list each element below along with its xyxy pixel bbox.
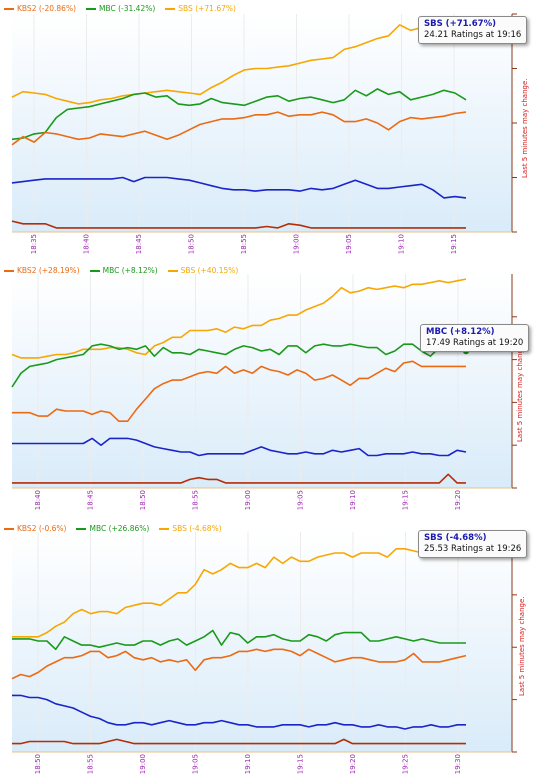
legend-label: MBC (+26.86%) [89,524,150,533]
series-line-sbs [11,24,467,105]
legend-item[interactable]: SBS (+40.15%) [167,266,239,275]
legend-label: KBS2 (-0.6%) [17,524,67,533]
legend-item[interactable]: MBC (+8.12%) [89,266,158,275]
series-line-sbs [12,541,467,638]
x-tick-label: 19:15 [297,754,305,774]
legend-label: MBC (+8.12%) [102,266,158,275]
legend-item[interactable]: SBS (-4.68%) [159,524,222,533]
legend-swatch [4,7,14,10]
x-tick-label: 18:55 [87,754,95,774]
x-tick-label: 19:15 [402,490,410,510]
last-minutes-note: Last 5 minutes may change. [516,342,524,442]
x-tick-label: 19:05 [297,490,305,510]
series-line-channel-5 [12,738,466,745]
legend-item[interactable]: KBS2 (+28.19%) [4,266,80,275]
series-line-channel-4 [12,694,466,730]
chart-legend: KBS2 (-20.86%) MBC (-31.42%) SBS (+71.67%) [4,4,236,13]
x-tick-label: 18:50 [188,234,196,254]
legend-swatch [4,527,14,530]
x-tick-label: 18:45 [87,490,95,510]
legend-item[interactable]: SBS (+71.67%) [165,4,236,13]
tooltip-title: SBS (-4.68%) [424,533,487,543]
legend-label: SBS (+40.15%) [180,266,239,275]
series-line-mbc [12,629,466,651]
legend-item[interactable]: MBC (+26.86%) [76,524,149,533]
chart-panel-3: 18:50 18:55 19:00 19:05 19:10 19:15 19:20 19:25… [0,520,540,782]
x-tick-label: 18:50 [34,754,42,774]
legend-swatch [167,269,178,272]
x-tick-label: 19:20 [454,490,462,510]
chart-legend: KBS2 (-0.6%) MBC (+26.86%) SBS (-4.68%) [4,524,222,533]
tooltip-text: 25.53 Ratings at 19:26 [424,544,522,554]
x-tick-label: 19:05 [192,754,200,774]
x-tick-label: 18:55 [240,234,248,254]
series-line-channel-4 [12,437,467,457]
series-line-channel-5 [12,473,466,484]
x-tick-label: 18:40 [83,234,91,254]
tooltip-box: SBS (+71.67%) 24.21 Ratings at 19:16 [418,16,528,44]
tooltip-text: 24.21 Ratings at 19:16 [424,30,522,40]
series-line-channel-4 [11,176,467,199]
legend-label: KBS2 (+28.19%) [17,266,80,275]
x-tick-label: 19:05 [345,234,353,254]
chart-svg: 18:35 18:40 18:45 18:50 18:55 19:00 19:05 19:10… [11,13,517,254]
legend-swatch [89,269,100,272]
series-line-channel-5 [11,220,466,229]
legend-swatch [86,7,97,10]
tooltip-title: SBS (+71.67%) [424,19,496,29]
x-tick-label: 18:50 [139,490,147,510]
chart-panel-1: 18:35 18:40 18:45 18:50 18:55 19:00 19:05 19:10… [0,0,540,258]
chart-svg: 18:40 18:45 18:50 18:55 19:00 19:05 19:10 19:15… [11,274,517,510]
x-tick-label: 19:30 [454,754,462,774]
chart-panel-2: 18:40 18:45 18:50 18:55 19:00 19:05 19:10 19:15… [0,262,540,524]
legend-item[interactable]: MBC (-31.42%) [86,4,155,13]
x-tick-label: 18:55 [192,490,200,510]
last-minutes-note: Last 5 minutes may change. [521,78,529,178]
plot-background [12,532,512,752]
series-line-kbs2 [12,360,466,422]
plot-background [12,14,512,232]
x-tick-label: 19:20 [349,754,357,774]
x-tick-label: 19:10 [349,490,357,510]
tooltip-box: MBC (+8.12%) 17.49 Ratings at 19:20 [420,324,530,352]
legend-label: KBS2 (-20.86%) [17,4,77,13]
chart-svg: 18:50 18:55 19:00 19:05 19:10 19:15 19:20 19:25… [11,532,517,774]
legend-label: SBS (+71.67%) [178,4,236,13]
legend-swatch [165,7,176,10]
last-minutes-note: Last 5 minutes may change. [518,596,526,696]
x-tick-label: 19:10 [398,234,406,254]
series-line-mbc [11,343,467,388]
x-tick-label: 19:00 [293,234,301,254]
x-tick-label: 19:10 [244,754,252,774]
legend-swatch [4,269,14,272]
x-tick-label: 19:25 [402,754,410,774]
series-line-kbs2 [11,111,467,146]
tooltip-text: 17.49 Ratings at 19:20 [426,338,524,348]
series-line-kbs2 [11,648,467,680]
chart-legend: KBS2 (+28.19%) MBC (+8.12%) SBS (+40.15%) [4,266,238,275]
legend-label: SBS (-4.68%) [172,524,222,533]
x-tick-label: 19:00 [244,490,252,510]
legend-item[interactable]: KBS2 (-20.86%) [4,4,76,13]
legend-swatch [76,527,87,530]
x-tick-label: 19:00 [139,754,147,774]
legend-label: MBC (-31.42%) [99,4,156,13]
x-tick-label: 18:45 [135,234,143,254]
x-tick-label: 18:35 [30,234,38,254]
x-tick-label: 19:15 [450,234,458,254]
legend-swatch [159,527,170,530]
x-tick-label: 18:40 [34,490,42,510]
legend-item[interactable]: KBS2 (-0.6%) [4,524,66,533]
series-line-mbc [11,88,467,141]
tooltip-box: SBS (-4.68%) 25.53 Ratings at 19:26 [418,530,528,558]
tooltip-title: MBC (+8.12%) [426,327,495,337]
plot-background [12,274,512,488]
